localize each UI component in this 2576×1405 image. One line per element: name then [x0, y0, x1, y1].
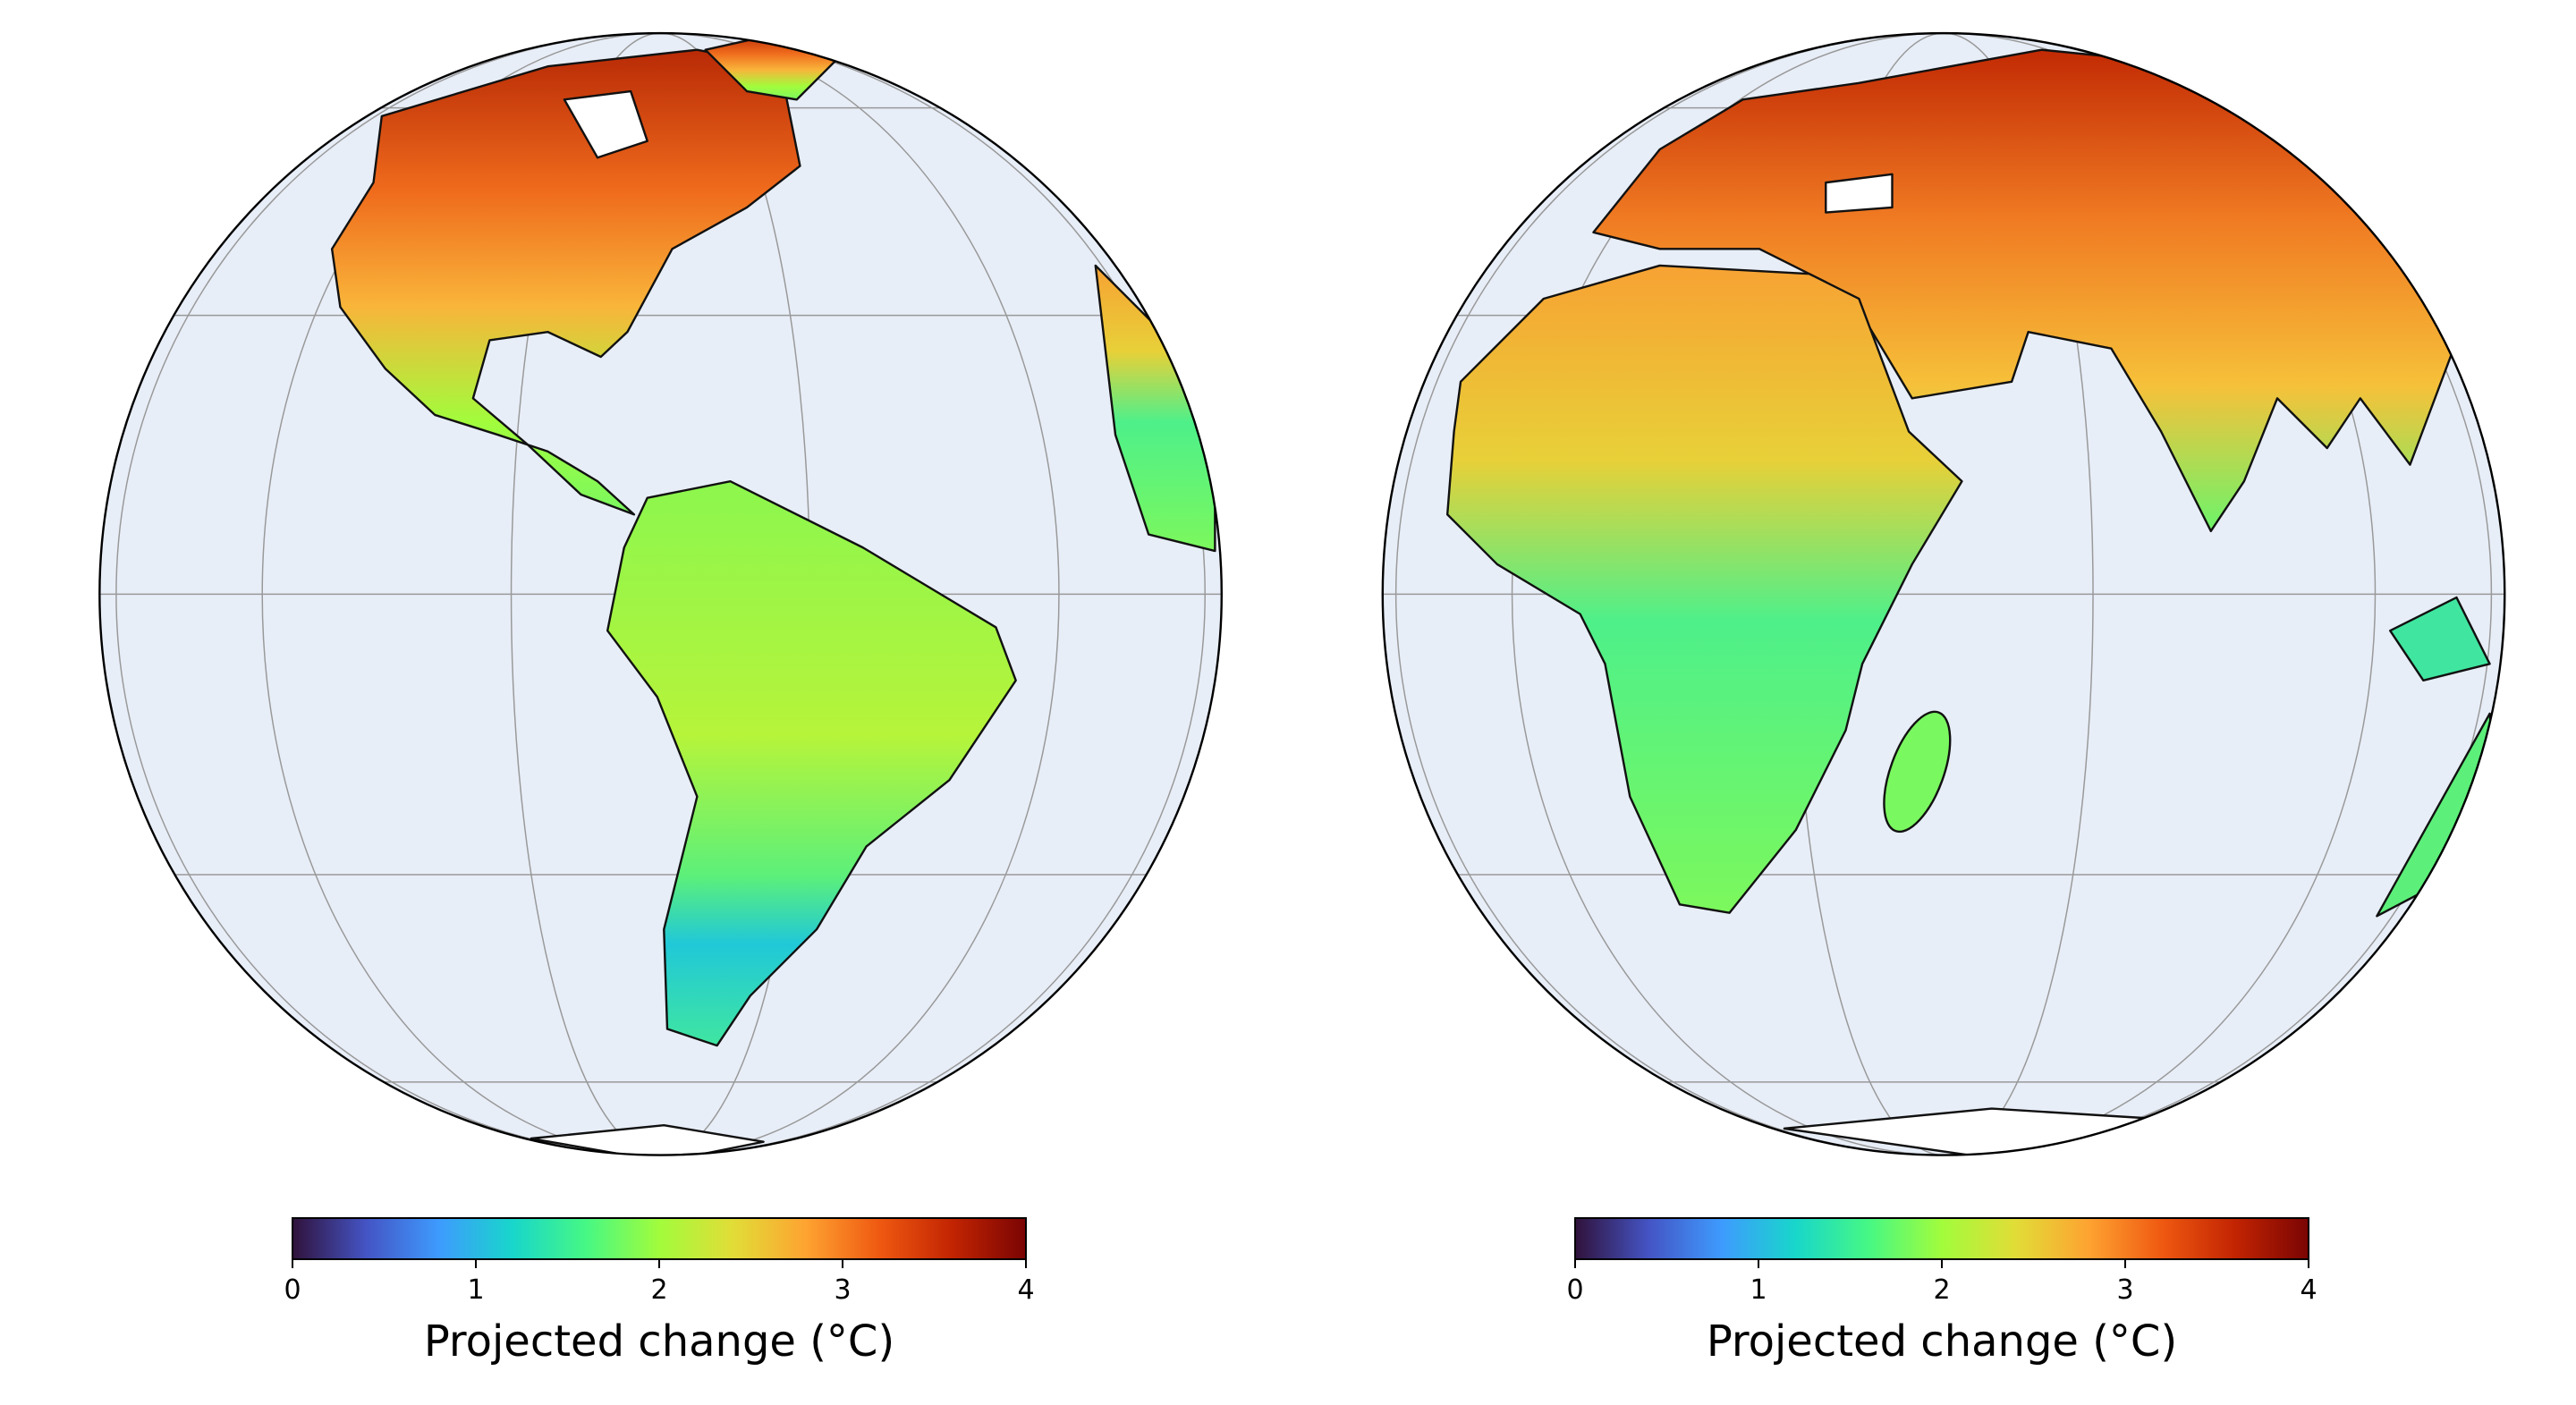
colorbar-scale — [1574, 1217, 2309, 1260]
colorbar: 0 1 2 3 4 Projected change (°C) — [284, 1217, 1035, 1367]
colorbar: 0 1 2 3 4 Projected change (°C) — [1566, 1217, 2318, 1367]
globes — [98, 31, 2506, 1156]
globe-outline — [98, 31, 1224, 1156]
globe-outline — [1381, 31, 2506, 1156]
colorbar-label: Projected change (°C) — [424, 1316, 894, 1367]
tick-label: 2 — [1933, 1274, 1950, 1306]
globe-africa-eurasia — [1381, 31, 2506, 1156]
tick-label: 3 — [2116, 1274, 2133, 1306]
colorbar-scale — [292, 1217, 1027, 1260]
tick-label: 1 — [467, 1274, 484, 1306]
land — [1445, 48, 2504, 1155]
tick-label: 4 — [2300, 1274, 2317, 1306]
tick-label: 3 — [834, 1274, 851, 1306]
tick-label: 0 — [1566, 1274, 1583, 1306]
land — [330, 33, 1216, 1155]
tick-label: 2 — [650, 1274, 667, 1306]
tick-label: 1 — [1750, 1274, 1767, 1306]
tick-label: 0 — [284, 1274, 301, 1306]
colorbar-label: Projected change (°C) — [1707, 1316, 2177, 1367]
globe-americas — [98, 31, 1224, 1156]
tick-label: 4 — [1017, 1274, 1034, 1306]
